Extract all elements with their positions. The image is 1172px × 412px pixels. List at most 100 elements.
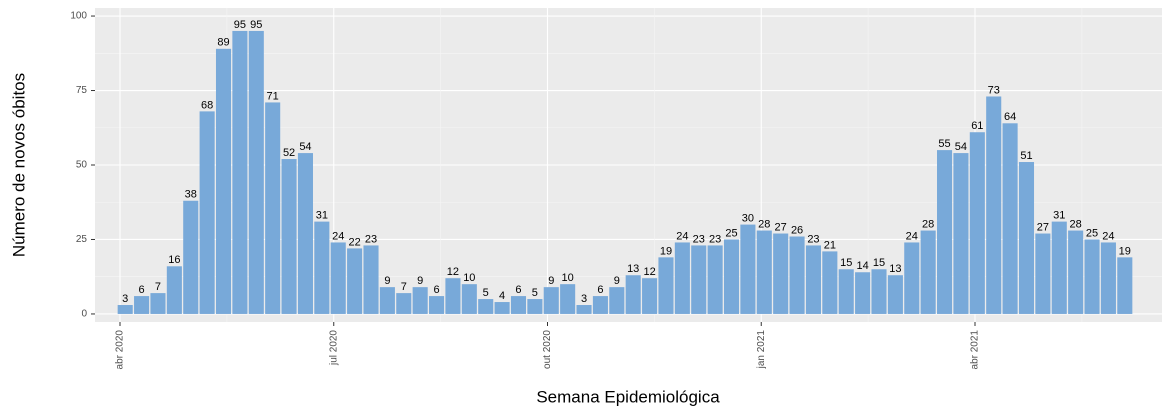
- value-label: 73: [988, 84, 1000, 96]
- x-tick-label: jan 2021: [756, 330, 767, 370]
- bar: [1100, 242, 1116, 314]
- bar: [297, 153, 313, 314]
- value-label: 61: [971, 120, 983, 132]
- value-label: 6: [515, 284, 521, 296]
- value-label: 3: [122, 293, 128, 305]
- value-label: 9: [384, 275, 390, 287]
- value-label: 23: [365, 233, 377, 245]
- value-label: 19: [1119, 245, 1131, 257]
- bar: [232, 30, 248, 314]
- x-tick-label: abr 2020: [115, 330, 126, 370]
- bar: [953, 153, 969, 314]
- bar: [723, 239, 740, 314]
- bar: [1084, 239, 1100, 314]
- bar: [527, 299, 543, 314]
- bar: [592, 296, 608, 314]
- bar: [887, 275, 903, 314]
- bar: [248, 30, 264, 314]
- value-label: 64: [1004, 111, 1016, 123]
- bar: [478, 299, 494, 314]
- bar: [461, 284, 477, 314]
- value-label: 9: [417, 275, 423, 287]
- bar: [183, 200, 199, 314]
- value-label: 9: [548, 275, 554, 287]
- value-label: 55: [938, 138, 950, 150]
- value-label: 28: [758, 218, 770, 230]
- value-label: 30: [742, 212, 754, 224]
- bar: [134, 296, 150, 314]
- value-label: 5: [483, 287, 489, 299]
- y-tick-label: 25: [76, 234, 88, 245]
- y-tick-label: 0: [81, 309, 87, 320]
- bar: [494, 302, 510, 314]
- bar: [642, 278, 658, 314]
- value-label: 89: [217, 37, 229, 49]
- value-label: 7: [155, 281, 161, 293]
- x-tick-label: out 2020: [542, 330, 553, 369]
- value-label: 54: [299, 141, 311, 153]
- value-label: 7: [401, 281, 407, 293]
- value-label: 27: [775, 221, 787, 233]
- value-label: 13: [889, 263, 901, 275]
- y-axis-title: Número de novos óbitos: [9, 73, 28, 257]
- value-label: 4: [499, 290, 505, 302]
- bar: [625, 275, 641, 314]
- bar: [265, 102, 281, 314]
- bar: [969, 132, 985, 314]
- value-label: 23: [693, 233, 705, 245]
- bar: [330, 242, 346, 314]
- bar: [1117, 257, 1133, 314]
- value-label: 25: [725, 227, 737, 239]
- value-label: 6: [433, 284, 439, 296]
- bar: [986, 96, 1002, 314]
- value-label: 25: [1086, 227, 1098, 239]
- bar: [838, 269, 854, 314]
- bar: [314, 221, 330, 314]
- bar: [1002, 123, 1018, 314]
- bar: [937, 150, 953, 314]
- value-label: 95: [250, 19, 262, 31]
- bar: [674, 242, 690, 314]
- bar: [1018, 162, 1035, 314]
- bar: [363, 245, 379, 314]
- y-tick-label: 50: [76, 160, 88, 171]
- bar: [199, 111, 215, 314]
- value-label: 51: [1020, 150, 1032, 162]
- value-label: 6: [139, 284, 145, 296]
- value-label: 68: [201, 99, 213, 111]
- bar: [658, 257, 674, 314]
- bar: [740, 224, 756, 314]
- bar: [150, 293, 166, 314]
- value-label: 26: [791, 224, 803, 236]
- bar: [347, 248, 363, 314]
- bar: [166, 266, 182, 314]
- bar: [920, 230, 936, 314]
- bar: [215, 48, 232, 314]
- value-label: 10: [463, 272, 475, 284]
- value-label: 21: [824, 239, 836, 251]
- value-label: 24: [332, 230, 344, 242]
- value-label: 9: [614, 275, 620, 287]
- value-label: 54: [955, 141, 967, 153]
- value-label: 38: [185, 189, 197, 201]
- value-label: 24: [906, 230, 918, 242]
- x-axis-title: Semana Epidemiológica: [536, 387, 720, 406]
- bar: [855, 272, 871, 314]
- bar: [543, 287, 559, 314]
- value-label: 52: [283, 147, 295, 159]
- x-tick-label: jul 2020: [328, 330, 339, 366]
- value-label: 22: [348, 236, 360, 248]
- bar: [576, 305, 592, 314]
- bar: [396, 293, 412, 314]
- value-label: 23: [709, 233, 721, 245]
- bar: [281, 159, 297, 314]
- bar: [871, 269, 887, 314]
- bar: [707, 245, 723, 314]
- bar: [117, 305, 133, 314]
- bar: [510, 296, 527, 314]
- value-label: 28: [1070, 218, 1082, 230]
- value-label: 16: [168, 254, 180, 266]
- value-label: 71: [267, 90, 279, 102]
- value-label: 31: [316, 210, 328, 222]
- bar: [560, 284, 576, 314]
